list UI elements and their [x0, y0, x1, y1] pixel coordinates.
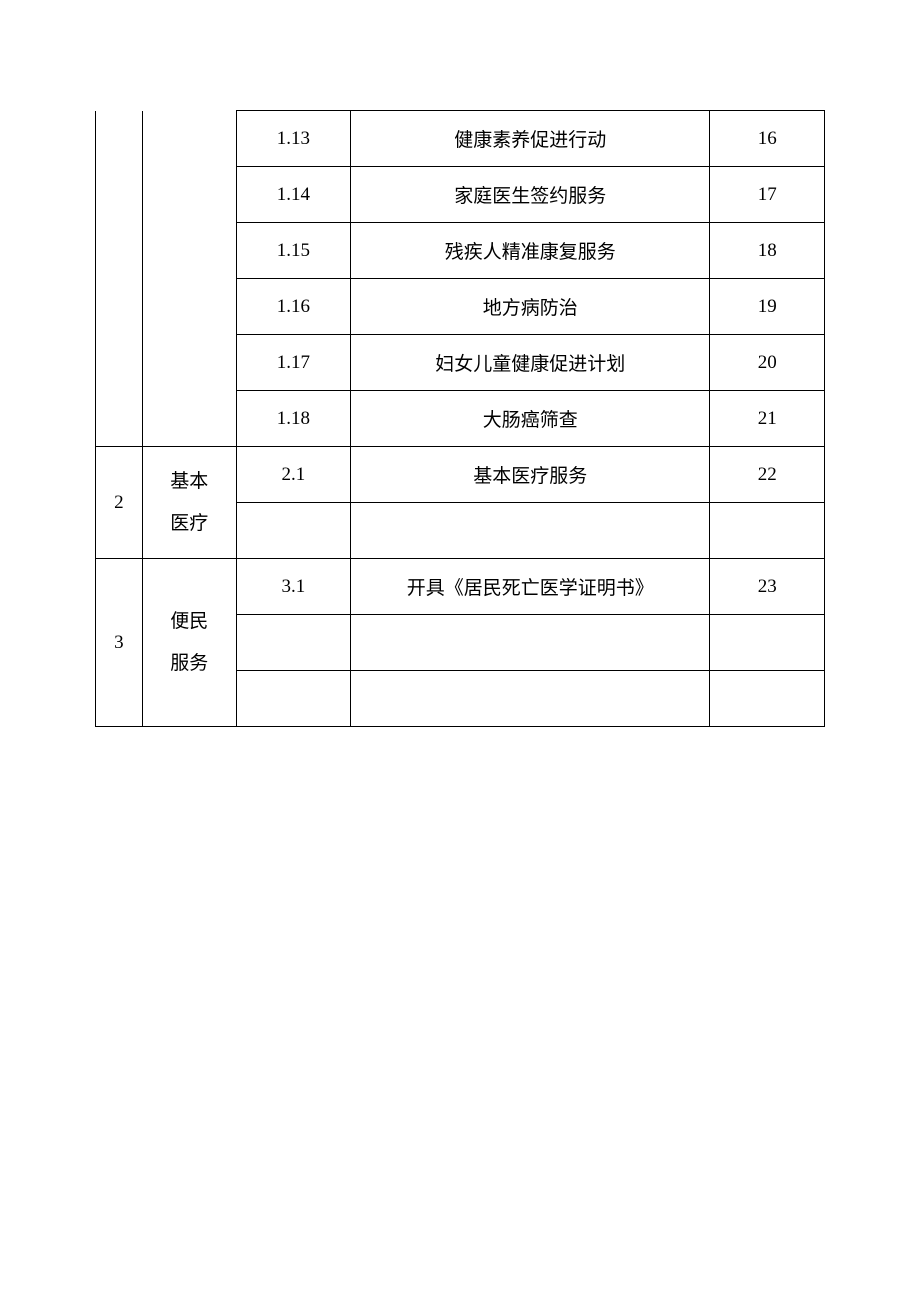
cell-code: 1.18 [236, 391, 351, 447]
cell-code: 1.16 [236, 279, 351, 335]
cell-num: 2 [96, 447, 143, 559]
cell-desc: 家庭医生签约服务 [351, 167, 710, 223]
cell-page [710, 503, 825, 559]
cell-desc: 地方病防治 [351, 279, 710, 335]
cell-code [236, 671, 351, 727]
cell-category: 便民 服务 [142, 559, 236, 727]
table-row: 2 基本 医疗 2.1 基本医疗服务 22 [96, 447, 825, 503]
category-line2: 服务 [170, 653, 208, 674]
cell-code: 2.1 [236, 447, 351, 503]
cell-page: 23 [710, 559, 825, 615]
cell-code [236, 503, 351, 559]
cell-page: 17 [710, 167, 825, 223]
cell-num-empty [96, 111, 143, 447]
cell-code: 1.14 [236, 167, 351, 223]
cell-num: 3 [96, 559, 143, 727]
cell-category-empty [142, 111, 236, 447]
cell-code: 3.1 [236, 559, 351, 615]
cell-desc: 健康素养促进行动 [351, 111, 710, 167]
cell-page: 20 [710, 335, 825, 391]
table-row: 1.13 健康素养促进行动 16 [96, 111, 825, 167]
services-table: 1.13 健康素养促进行动 16 1.14 家庭医生签约服务 17 1.15 残… [95, 110, 825, 727]
cell-desc: 基本医疗服务 [351, 447, 710, 503]
cell-code: 1.17 [236, 335, 351, 391]
cell-desc [351, 615, 710, 671]
cell-page: 22 [710, 447, 825, 503]
cell-page [710, 671, 825, 727]
cell-desc: 妇女儿童健康促进计划 [351, 335, 710, 391]
cell-desc: 开具《居民死亡医学证明书》 [351, 559, 710, 615]
cell-desc: 残疾人精准康复服务 [351, 223, 710, 279]
cell-page: 16 [710, 111, 825, 167]
category-line2: 医疗 [170, 513, 208, 534]
cell-category: 基本 医疗 [142, 447, 236, 559]
cell-page: 21 [710, 391, 825, 447]
cell-desc [351, 503, 710, 559]
cell-desc [351, 671, 710, 727]
cell-code: 1.13 [236, 111, 351, 167]
table-row: 3 便民 服务 3.1 开具《居民死亡医学证明书》 23 [96, 559, 825, 615]
table-container: 1.13 健康素养促进行动 16 1.14 家庭医生签约服务 17 1.15 残… [95, 110, 825, 727]
category-line1: 基本 [170, 471, 208, 492]
cell-page [710, 615, 825, 671]
category-line1: 便民 [170, 611, 208, 632]
cell-desc: 大肠癌筛查 [351, 391, 710, 447]
cell-page: 18 [710, 223, 825, 279]
cell-code [236, 615, 351, 671]
cell-page: 19 [710, 279, 825, 335]
cell-code: 1.15 [236, 223, 351, 279]
